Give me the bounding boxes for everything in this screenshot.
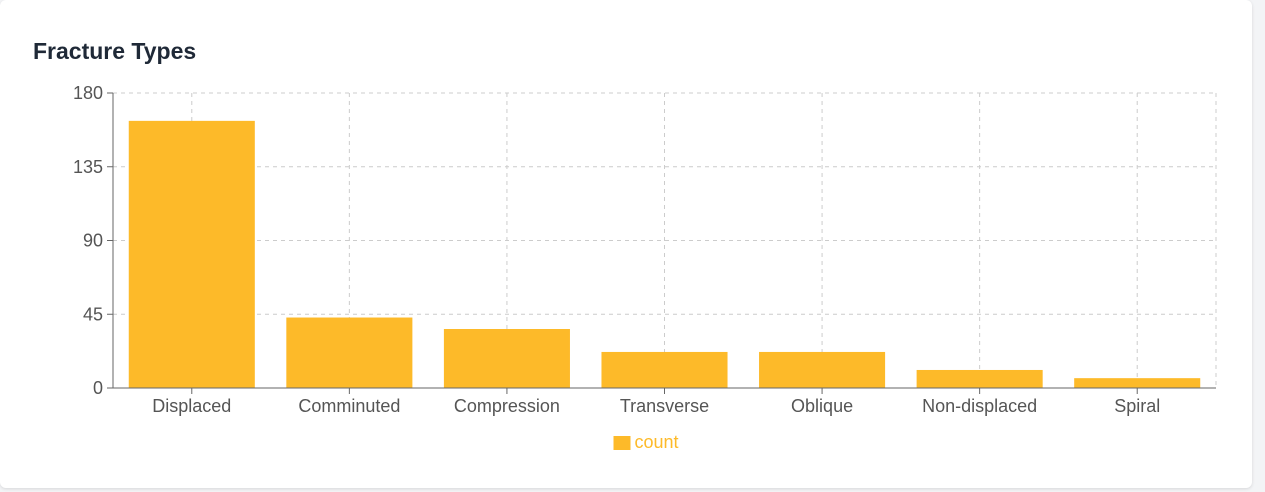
legend-swatch xyxy=(613,436,631,450)
bar-compression[interactable] xyxy=(443,329,570,388)
chart-grid xyxy=(113,92,1217,388)
legend-label[interactable]: count xyxy=(635,432,679,452)
x-tick-label: Comminuted xyxy=(298,396,400,416)
x-tick-label: Compression xyxy=(454,396,560,416)
x-tick-label: Displaced xyxy=(152,396,231,416)
y-axis-ticks: 0 45 90 135 180 xyxy=(73,83,113,398)
bar-displaced[interactable] xyxy=(128,120,255,388)
y-tick-label: 135 xyxy=(73,157,103,177)
x-tick-label: Spiral xyxy=(1114,396,1160,416)
chart-title: Fracture Types xyxy=(33,38,197,64)
bar-spiral[interactable] xyxy=(1074,378,1201,388)
chart-legend[interactable]: count xyxy=(613,432,679,452)
x-axis-ticks: Displaced Comminuted Compression Transverse… xyxy=(152,388,1160,416)
y-tick-label: 180 xyxy=(73,83,103,103)
y-tick-label: 90 xyxy=(83,231,103,251)
bar-oblique[interactable] xyxy=(759,351,886,388)
bar-comminuted[interactable] xyxy=(286,317,413,388)
bar-non-displaced[interactable] xyxy=(916,369,1043,388)
bar-transverse[interactable] xyxy=(601,351,728,388)
x-tick-label: Transverse xyxy=(620,396,709,416)
y-tick-label: 45 xyxy=(83,304,103,324)
x-tick-label: Oblique xyxy=(791,396,853,416)
y-tick-label: 0 xyxy=(93,378,103,398)
x-tick-label: Non-displaced xyxy=(922,396,1037,416)
chart-bars xyxy=(128,120,1201,388)
